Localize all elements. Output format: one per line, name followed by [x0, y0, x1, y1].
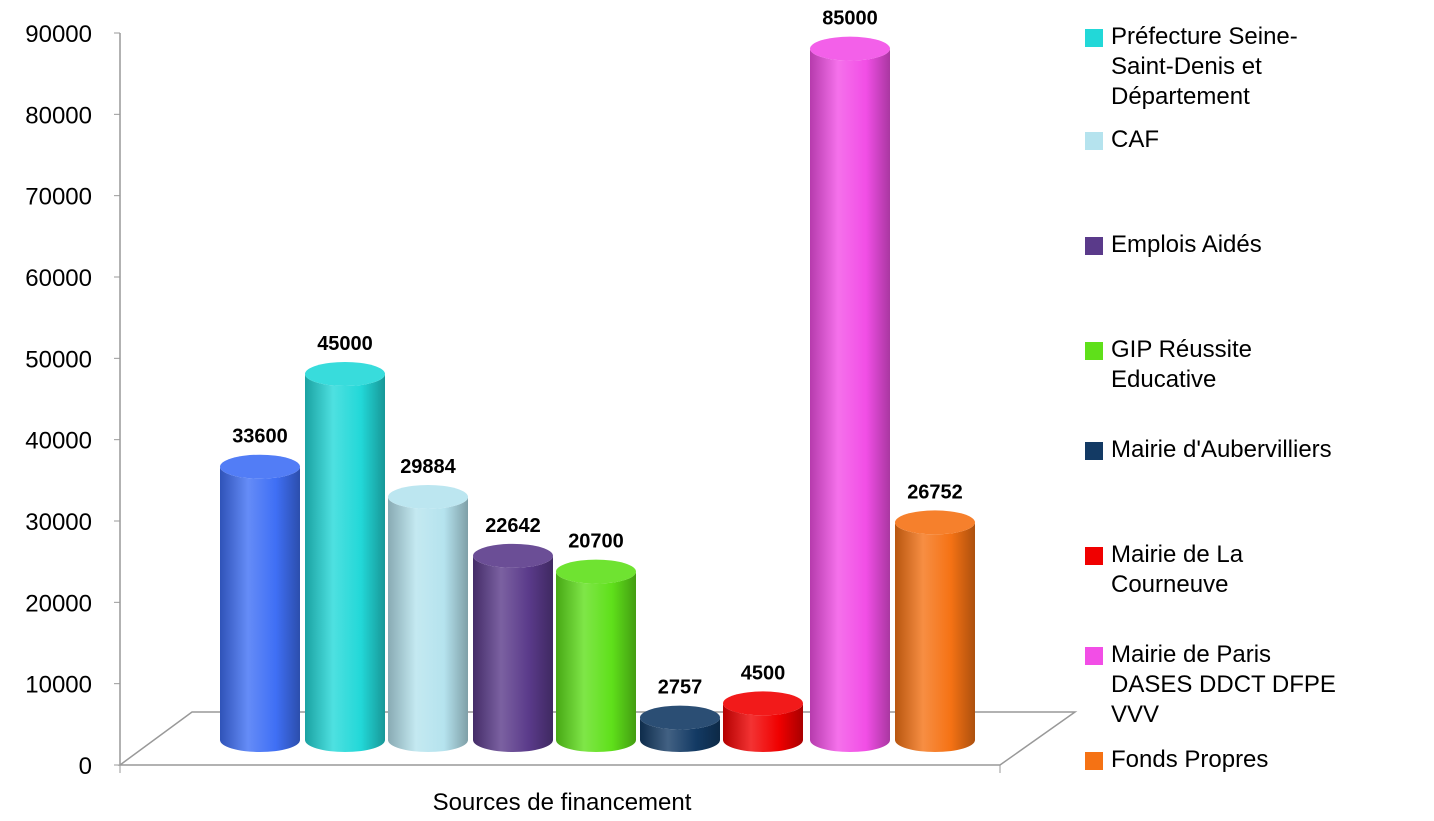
data-label: 22642	[485, 515, 541, 537]
legend-swatch	[1085, 237, 1103, 255]
legend-swatch	[1085, 29, 1103, 47]
legend-label: Préfecture Seine-Saint-Denis et Départem…	[1111, 23, 1298, 110]
bar	[305, 374, 385, 752]
legend-item: Fonds Propres	[1085, 745, 1341, 775]
y-tick-label: 80000	[25, 102, 92, 129]
y-tick-label: 90000	[25, 21, 92, 48]
data-label: 85000	[822, 8, 878, 30]
legend-swatch	[1085, 132, 1103, 150]
legend-swatch	[1085, 647, 1103, 665]
bar	[473, 555, 553, 752]
legend-label: Emplois Aidés	[1111, 231, 1262, 258]
bar-top	[388, 484, 468, 509]
legend-item: Préfecture Seine-Saint-Denis et Départem…	[1085, 22, 1306, 112]
data-label: 29884	[400, 456, 456, 478]
y-tick-label: 50000	[25, 346, 92, 373]
legend-item: Mairie d'Aubervilliers	[1085, 435, 1341, 465]
legend-item: Emplois Aidés	[1085, 230, 1341, 260]
bar-top	[556, 559, 636, 584]
x-axis-label: Sources de financement	[433, 789, 692, 816]
bar-top	[220, 454, 300, 479]
y-tick-label: 30000	[25, 509, 92, 536]
y-tick-label: 0	[79, 753, 92, 780]
bar-top	[473, 543, 553, 568]
bar-top	[640, 705, 720, 730]
bar	[723, 703, 803, 752]
bar	[220, 466, 300, 752]
data-label: 4500	[741, 662, 786, 684]
legend-label: Mairie de Paris DASES DDCT DFPE VVV	[1111, 641, 1336, 728]
bar	[640, 717, 720, 752]
data-label: 26752	[907, 481, 963, 503]
legend-item: Mairie de La Courneuve	[1085, 540, 1341, 600]
legend-label: GIP Réussite Educative	[1111, 336, 1252, 393]
bar-top	[305, 362, 385, 386]
bar	[810, 48, 890, 752]
y-tick-label: 10000	[25, 672, 92, 699]
legend-label: CAF	[1111, 126, 1159, 153]
legend-item: GIP Réussite Educative	[1085, 335, 1341, 395]
legend-swatch	[1085, 547, 1103, 565]
y-tick-label: 60000	[25, 265, 92, 292]
legend-label: Mairie d'Aubervilliers	[1111, 436, 1332, 463]
y-tick-label: 70000	[25, 184, 92, 211]
legend-label: Fonds Propres	[1111, 746, 1269, 773]
bar	[895, 522, 975, 752]
y-tick-label: 20000	[25, 590, 92, 617]
bar-top	[810, 36, 890, 61]
bar-top	[723, 691, 803, 716]
bar	[388, 496, 468, 752]
bar-top	[895, 510, 975, 535]
y-tick-label: 40000	[25, 428, 92, 455]
legend-label: Mairie de La Courneuve	[1111, 541, 1244, 598]
legend-swatch	[1085, 342, 1103, 360]
data-label: 20700	[568, 531, 624, 553]
legend-swatch	[1085, 442, 1103, 460]
bar	[556, 571, 636, 752]
legend-item: CAF	[1085, 125, 1341, 155]
data-label: 45000	[317, 333, 373, 355]
data-label: 33600	[232, 426, 288, 448]
legend-swatch	[1085, 752, 1103, 770]
legend-item: Mairie de Paris DASES DDCT DFPE VVV	[1085, 640, 1341, 730]
data-label: 2757	[658, 677, 703, 699]
